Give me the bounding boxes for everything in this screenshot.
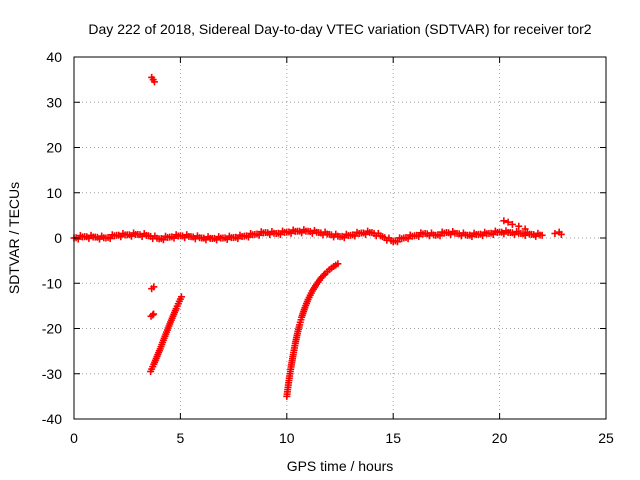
data-point — [177, 293, 185, 301]
x-tick-label: 20 — [492, 430, 508, 446]
x-tick-label: 0 — [70, 430, 78, 446]
y-axis-label: SDTVAR / TECUs — [6, 182, 22, 294]
data-point — [320, 271, 328, 279]
data-point — [393, 238, 401, 246]
y-tick-label: -40 — [42, 411, 62, 427]
y-tick-label: 0 — [54, 230, 62, 246]
data-point — [521, 225, 529, 233]
y-tick-label: 40 — [46, 49, 62, 65]
data-point — [159, 236, 167, 244]
data-point — [436, 232, 444, 240]
chart-title: Day 222 of 2018, Sidereal Day-to-day VTE… — [88, 21, 591, 37]
x-tick-label: 25 — [598, 430, 614, 446]
data-point — [404, 235, 412, 243]
y-tick-label: -10 — [42, 275, 62, 291]
data-point — [551, 229, 559, 237]
data-point — [334, 260, 342, 268]
data-point — [106, 235, 114, 243]
data-point — [150, 78, 158, 86]
data-point — [500, 217, 508, 225]
data-point — [244, 233, 252, 241]
y-tick-label: 20 — [46, 140, 62, 156]
data-point — [415, 232, 423, 240]
y-tick-label: 30 — [46, 94, 62, 110]
x-axis-label: GPS time / hours — [287, 458, 394, 474]
data-point — [255, 231, 263, 239]
axis-ticks — [73, 56, 607, 420]
data-point — [508, 220, 516, 228]
data-point — [351, 232, 359, 240]
data-point — [538, 231, 546, 239]
y-tick-labels: -40 -30 -20 -10 0 10 20 30 40 — [42, 49, 62, 427]
data-point — [150, 283, 158, 291]
data-point — [504, 218, 512, 226]
x-tick-label: 5 — [177, 430, 185, 446]
data-point — [557, 230, 565, 238]
x-tick-label: 10 — [279, 430, 295, 446]
y-tick-label: 10 — [46, 185, 62, 201]
data-point — [515, 222, 523, 230]
data-point — [150, 310, 158, 318]
data-points — [70, 73, 565, 400]
x-tick-label: 15 — [385, 430, 401, 446]
y-tick-label: -30 — [42, 366, 62, 382]
x-tick-labels: 0 5 10 15 20 25 — [70, 430, 614, 446]
y-tick-label: -20 — [42, 321, 62, 337]
